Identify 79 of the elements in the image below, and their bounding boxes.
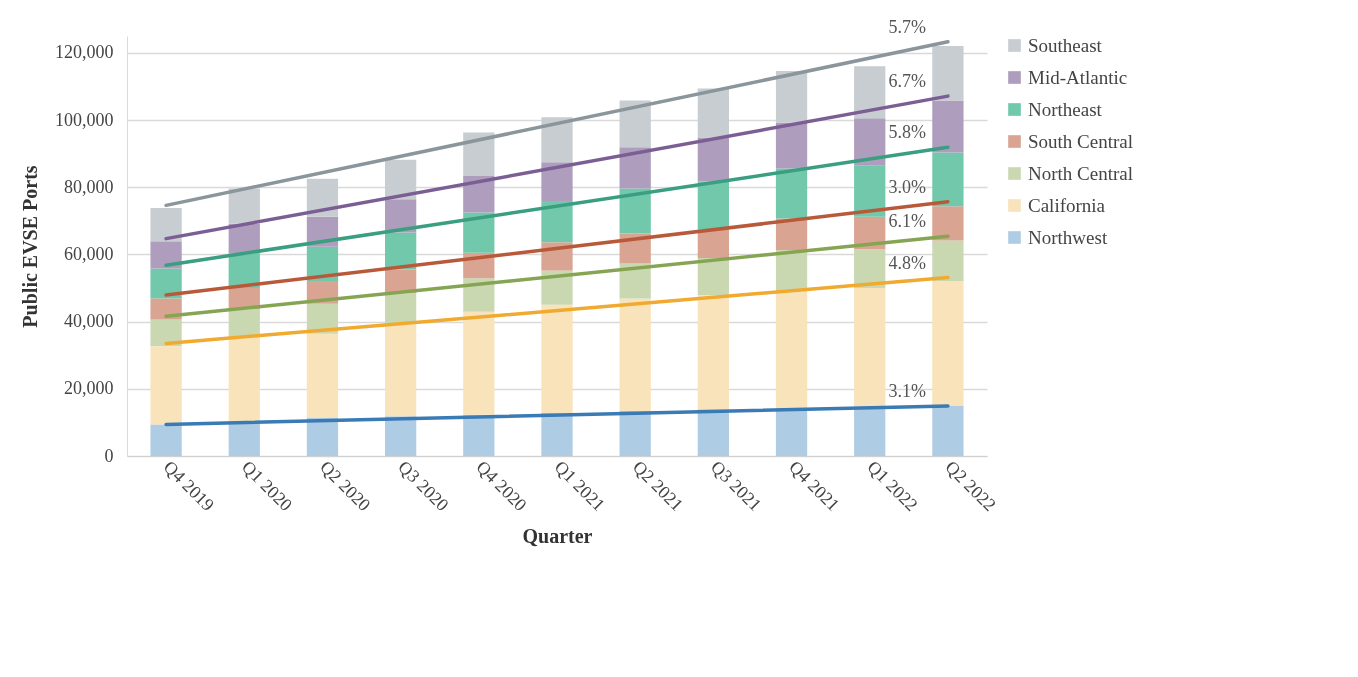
annotation: 5.8% <box>888 122 926 143</box>
bar <box>775 70 808 123</box>
legend-label: Northeast <box>1028 98 1103 120</box>
bar <box>306 418 339 456</box>
bar <box>619 410 651 456</box>
y-tick-label: 40,000 <box>64 311 114 332</box>
bar <box>541 270 573 305</box>
bar <box>932 100 964 153</box>
y-tick-label: 120,000 <box>55 42 114 63</box>
bar <box>306 333 339 419</box>
bar <box>619 100 651 148</box>
y-tick-label: 60,000 <box>64 243 114 264</box>
bar <box>541 412 573 456</box>
bar <box>932 46 964 101</box>
bar <box>463 132 495 177</box>
bar <box>854 406 886 456</box>
bar <box>150 268 182 299</box>
bar <box>385 293 417 324</box>
bar <box>619 188 651 234</box>
x-axis-title: Quarter <box>522 525 593 548</box>
bar <box>932 405 964 456</box>
bar <box>541 304 573 413</box>
bar <box>775 122 808 169</box>
bar <box>228 421 260 456</box>
bar <box>697 137 729 182</box>
bar <box>385 323 417 417</box>
bar <box>697 88 729 138</box>
bar <box>697 258 729 296</box>
bar <box>541 117 573 163</box>
bar <box>463 414 495 456</box>
bar <box>697 181 729 230</box>
bar <box>854 249 886 288</box>
y-tick-label: 0 <box>104 445 114 466</box>
annotation: 3.0% <box>888 176 926 197</box>
bar <box>541 162 573 201</box>
bar <box>932 206 964 241</box>
legend-label: Northwest <box>1028 226 1108 248</box>
annotation: 6.1% <box>888 211 926 232</box>
bar <box>306 178 339 217</box>
bar <box>150 208 182 242</box>
y-tick-label: 80,000 <box>64 176 114 197</box>
bar <box>775 168 808 219</box>
annotation: 6.7% <box>888 71 926 92</box>
bar <box>463 311 495 415</box>
bar <box>697 409 729 456</box>
bar <box>150 241 182 269</box>
bar <box>541 200 573 243</box>
legend-label: North Central <box>1028 162 1134 184</box>
bar <box>150 346 182 425</box>
bar <box>150 319 182 347</box>
bar <box>932 280 964 406</box>
bar <box>854 118 886 166</box>
bar <box>228 337 260 422</box>
bar <box>150 298 182 320</box>
bar <box>619 298 651 411</box>
bar <box>854 288 886 407</box>
bar <box>385 416 417 456</box>
bar <box>619 147 651 189</box>
bar <box>854 165 886 217</box>
bar <box>932 240 964 281</box>
bar <box>932 152 964 207</box>
bar <box>150 424 182 456</box>
legend-label: Southeast <box>1028 34 1103 56</box>
legend-label: California <box>1028 194 1106 216</box>
legend-label: Mid-Atlantic <box>1028 66 1128 88</box>
legend-label: South Central <box>1028 130 1134 152</box>
bar <box>385 232 417 270</box>
annotation: 3.1% <box>888 380 926 401</box>
y-axis-title: Public EVSE Ports <box>19 165 41 328</box>
annotation: 5.7% <box>888 16 926 37</box>
bar <box>697 295 729 410</box>
y-tick-label: 20,000 <box>64 378 114 399</box>
annotation: 4.8% <box>888 252 926 273</box>
bar <box>697 229 729 259</box>
bar <box>775 408 808 456</box>
y-tick-label: 100,000 <box>55 109 114 130</box>
bar <box>854 66 886 119</box>
bar <box>775 291 808 409</box>
bar <box>463 212 495 253</box>
